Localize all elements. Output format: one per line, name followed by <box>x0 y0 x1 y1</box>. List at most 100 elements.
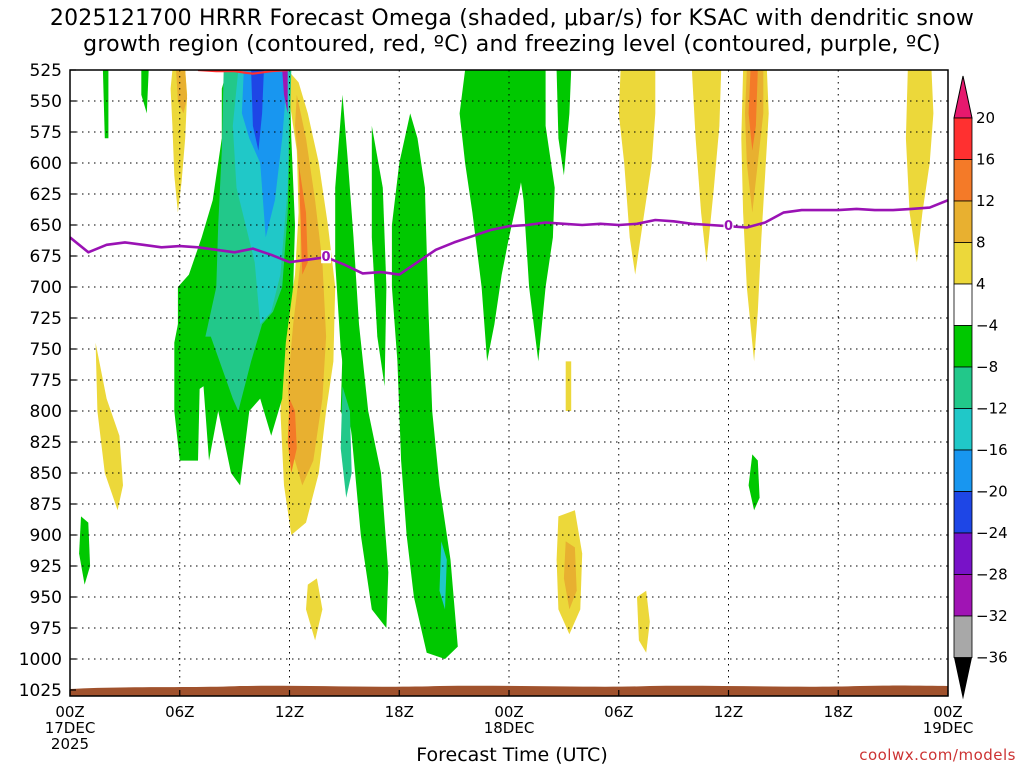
colorbar-swatch-6 <box>953 366 973 409</box>
y-tick-label-925: 925 <box>30 557 62 577</box>
omega-region-g7 <box>748 454 760 511</box>
colorbar-label-0: 20 <box>976 109 995 127</box>
colorbar-swatch-3 <box>953 242 973 285</box>
omega-region-g8 <box>141 70 149 114</box>
freezing-contour-label-0: 0 <box>322 250 331 265</box>
freezing-label-bg-0 <box>321 250 332 264</box>
y-tick-label-1000: 1000 <box>19 650 62 670</box>
contour-labels: 00 <box>321 219 734 265</box>
y-tick-label-650: 650 <box>30 216 62 236</box>
credit-text: coolwx.com/models <box>859 746 1016 764</box>
contour-lines <box>70 70 948 276</box>
chart-title-line-2: growth region (contoured, red, ºC) and f… <box>83 32 941 57</box>
gridlines <box>70 70 948 690</box>
x-tick-label-12-0: 12Z <box>275 703 304 721</box>
colorbar-swatch-0 <box>953 117 973 160</box>
y-tick-label-675: 675 <box>30 247 62 267</box>
x-tick-label-30-0: 06Z <box>604 703 633 721</box>
y-tick-label-875: 875 <box>30 495 62 515</box>
colorbar-label-5: −4 <box>976 317 998 335</box>
colorbar-label-3: 8 <box>976 234 986 252</box>
omega-region-g4b <box>509 70 555 362</box>
x-tick-label-6-0: 06Z <box>165 703 194 721</box>
y-tick-label-850: 850 <box>30 464 62 484</box>
x-tick-label-24-0: 00Z <box>494 703 523 721</box>
y-tick-label-950: 950 <box>30 588 62 608</box>
colorbar-label-11: −28 <box>976 566 1008 584</box>
x-tick-label-36-0: 12Z <box>714 703 743 721</box>
colorbar-swatch-5 <box>953 325 973 368</box>
x-tick-label-42-0: 18Z <box>824 703 853 721</box>
freezing-label-bg-1 <box>723 219 734 233</box>
y-axis: 525 550 575 600 625 650 675 700 725 750 775 800 825 8… <box>19 61 76 701</box>
colorbar-swatch-2 <box>953 200 973 243</box>
omega-region-g1b <box>174 287 202 461</box>
x-tick-label-48-0: 00Z <box>933 703 962 721</box>
x-tick-label-0-1: 17DEC <box>45 719 96 737</box>
y-tick-label-975: 975 <box>30 619 62 639</box>
colorbar-label-13: −36 <box>976 649 1008 667</box>
colorbar-swatch-12 <box>953 615 973 658</box>
omega-region-c3 <box>439 541 447 610</box>
colorbar-top-arrow <box>953 75 973 119</box>
y-tick-label-700: 700 <box>30 278 62 298</box>
x-tick-label-18-0: 18Z <box>385 703 414 721</box>
omega-shading <box>79 70 934 659</box>
omega-region-d1 <box>251 70 264 151</box>
omega-region-p1 <box>282 70 288 114</box>
y-tick-label-775: 775 <box>30 371 62 391</box>
colorbar-label-6: −8 <box>976 358 998 376</box>
omega-region-g2 <box>335 94 389 629</box>
chart-title: 2025121700 HRRR Forecast Omega (shaded, … <box>0 6 1024 58</box>
colorbar: 20 16 12 8 4 −4 −8 −12 −16 −20 −24 −28 −32 −36 <box>953 75 1008 700</box>
omega-region-g3b <box>371 125 387 387</box>
omega-region-y4 <box>905 70 934 263</box>
omega-region-y9 <box>565 361 572 411</box>
y-tick-label-550: 550 <box>30 92 62 112</box>
colorbar-label-10: −24 <box>976 524 1008 542</box>
y-tick-label-750: 750 <box>30 340 62 360</box>
colorbar-label-8: −16 <box>976 441 1008 459</box>
omega-region-y5 <box>95 342 123 511</box>
omega-region-y2b <box>691 70 722 263</box>
y-tick-label-600: 600 <box>30 154 62 174</box>
y-tick-label-1025: 1025 <box>19 681 62 701</box>
colorbar-swatch-11 <box>953 574 973 617</box>
y-tick-label-525: 525 <box>30 61 62 81</box>
y-tick-label-625: 625 <box>30 185 62 205</box>
omega-region-y8 <box>306 578 323 641</box>
omega-region-o4 <box>298 163 308 275</box>
freezing-contour-label-1: 0 <box>724 219 733 234</box>
chart-title-line-1: 2025121700 HRRR Forecast Omega (shaded, … <box>49 6 975 31</box>
y-tick-label-800: 800 <box>30 402 62 422</box>
freezing-level-line <box>70 198 948 276</box>
omega-region-y2 <box>618 70 656 275</box>
omega-region-o6 <box>176 70 188 114</box>
omega-region-y7 <box>637 590 650 653</box>
colorbar-label-7: −12 <box>976 400 1008 418</box>
colorbar-swatch-10 <box>953 532 973 575</box>
y-tick-label-900: 900 <box>30 526 62 546</box>
colorbar-label-12: −32 <box>976 607 1008 625</box>
omega-region-g4c <box>556 70 572 176</box>
x-tick-label-0-2: 2025 <box>51 735 89 753</box>
omega-region-g5 <box>102 70 109 139</box>
x-tick-label-48-1: 19DEC <box>923 719 974 737</box>
omega-region-r7 <box>748 70 758 151</box>
colorbar-swatch-9 <box>953 491 973 534</box>
omega-region-g3 <box>391 113 458 659</box>
x-axis-title: Forecast Time (UTC) <box>416 744 608 766</box>
omega-region-o3 <box>287 94 327 486</box>
colorbar-label-4: 4 <box>976 275 986 293</box>
colorbar-label-9: −20 <box>976 483 1008 501</box>
y-tick-label-575: 575 <box>30 123 62 143</box>
colorbar-swatch-1 <box>953 159 973 202</box>
x-tick-label-0-0: 00Z <box>55 703 84 721</box>
colorbar-swatch-4 <box>953 283 973 326</box>
omega-region-g6 <box>79 516 91 585</box>
colorbar-label-1: 16 <box>976 151 995 169</box>
y-tick-label-825: 825 <box>30 433 62 453</box>
colorbar-label-2: 12 <box>976 192 995 210</box>
